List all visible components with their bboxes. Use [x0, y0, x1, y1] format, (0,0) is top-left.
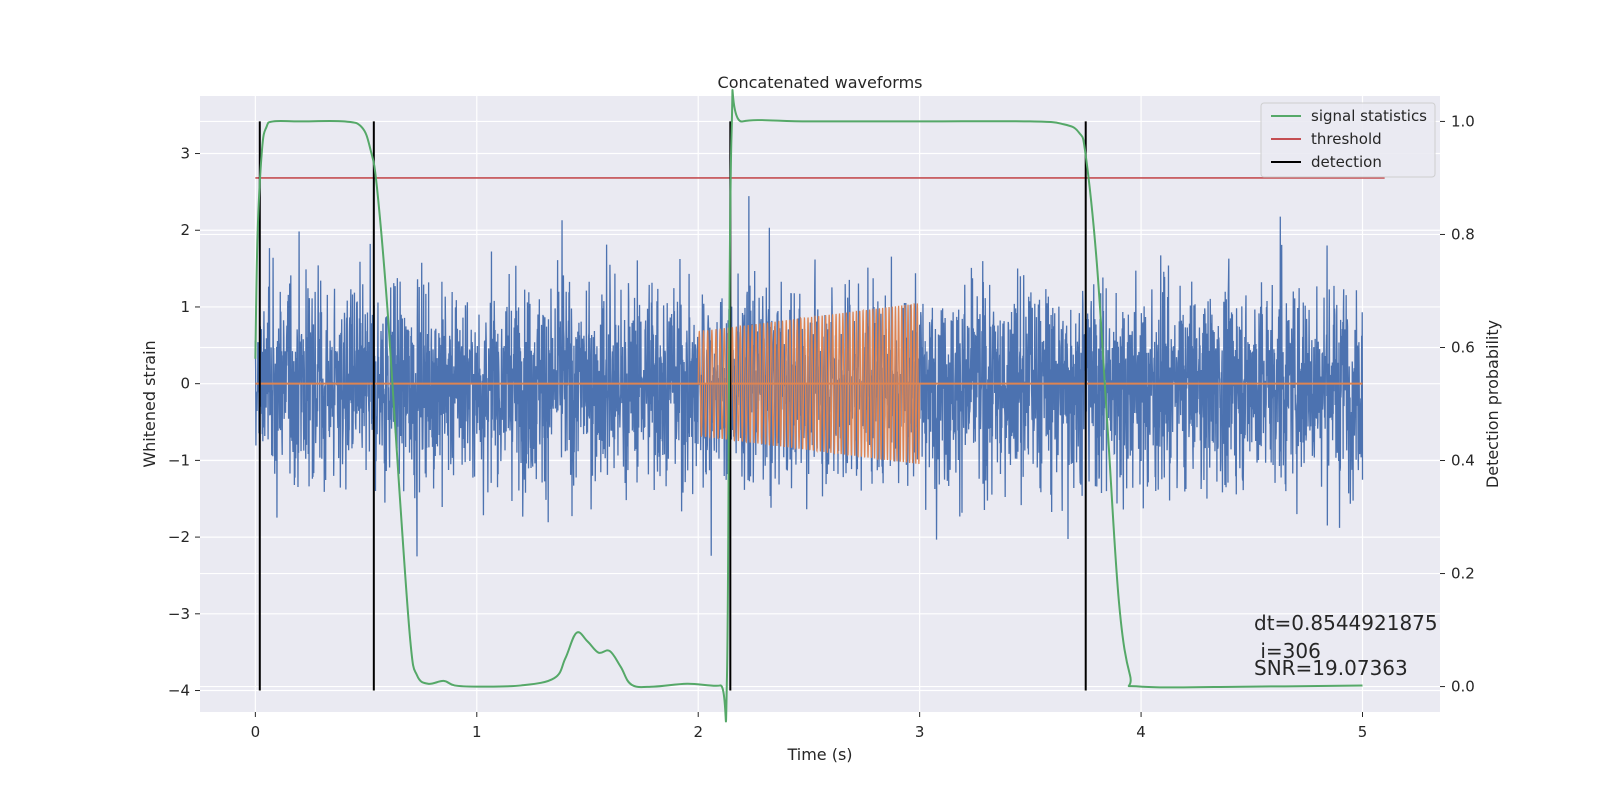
legend: signal statistics threshold detection [1260, 102, 1436, 178]
series-waveform-chirp [697, 302, 921, 465]
x-tick-label: 0 [251, 723, 261, 741]
y-tick-label: −1 [168, 451, 190, 469]
y-tick-label: −4 [168, 682, 190, 700]
annotation-i: i=306 [1254, 639, 1321, 663]
y2-tick-label: 0.2 [1451, 565, 1475, 583]
y-tick-label: 0 [180, 375, 190, 393]
legend-entry-detection: detection [1311, 153, 1382, 171]
series-layer [254, 89, 1385, 723]
x-tick-label: 1 [472, 723, 482, 741]
y2-tick-label: 0.4 [1451, 452, 1475, 470]
x-tick-label: 5 [1358, 723, 1368, 741]
annotation-snr: SNR=19.07363 [1254, 656, 1408, 680]
chart-title: Concatenated waveforms [718, 73, 923, 92]
ticks: 0 1 2 3 4 5 3 2 1 0 −1 −2 −3 −4 1.0 0.8 0.6 0.4 0.2 0.0 [168, 112, 1475, 741]
legend-entry-threshold: threshold [1311, 130, 1382, 148]
y2-axis-label: Detection probability [1483, 320, 1502, 488]
y-tick-label: −3 [168, 605, 190, 623]
x-tick-label: 2 [693, 723, 703, 741]
x-tick-label: 4 [1136, 723, 1146, 741]
series-signal-statistics-line [254, 89, 1363, 723]
y-tick-label: 1 [180, 298, 190, 316]
y2-tick-label: 0.0 [1451, 678, 1475, 696]
y2-tick-label: 0.8 [1451, 225, 1475, 243]
y-tick-label: −2 [168, 528, 190, 546]
legend-box [1260, 102, 1436, 178]
x-tick-label: 3 [915, 723, 925, 741]
y2-tick-label: 0.6 [1451, 338, 1475, 356]
legend-entry-signal-statistics: signal statistics [1311, 107, 1427, 125]
y-axis-label: Whitened strain [140, 340, 159, 467]
y-tick-label: 3 [180, 145, 190, 163]
y-tick-label: 2 [180, 221, 190, 239]
y2-tick-label: 1.0 [1451, 112, 1475, 130]
x-axis-label: Time (s) [786, 745, 852, 764]
annotation-dt: dt=0.8544921875 [1254, 611, 1438, 635]
